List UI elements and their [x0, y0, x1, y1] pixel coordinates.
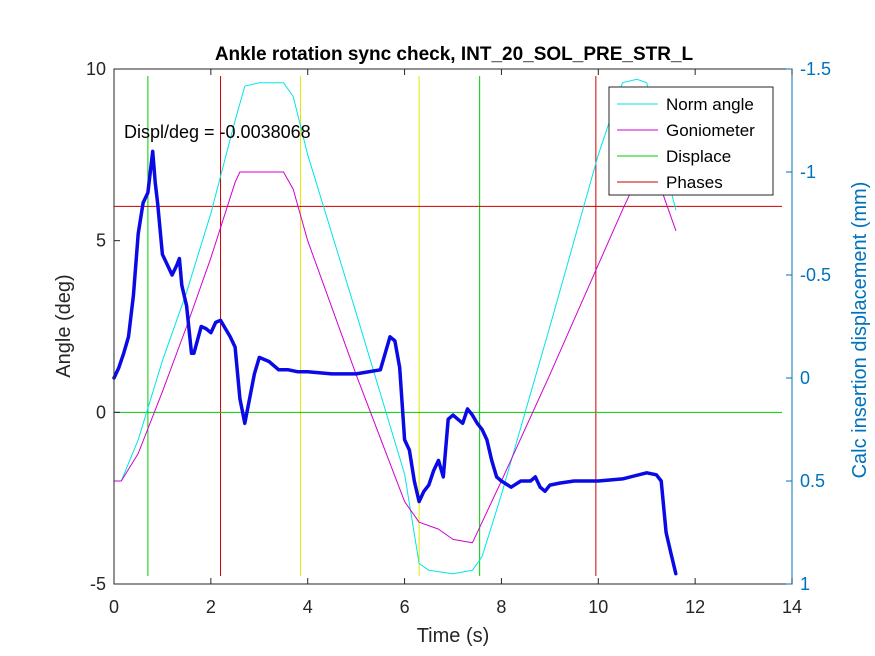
x-tick-label-6: 12 — [685, 597, 705, 617]
legend-box — [608, 86, 774, 196]
x-axis-label: Time (s) — [417, 625, 490, 647]
x-tick-label-0: 0 — [109, 597, 119, 617]
right-y-tick-label-2: -0.5 — [800, 265, 831, 285]
legend: Norm angle Goniometer Displace Phases — [608, 86, 774, 196]
y-axis-label: Angle (deg) — [53, 274, 75, 377]
legend-entry-2: Displace — [666, 147, 731, 166]
y-tick-label-3: 10 — [86, 59, 106, 79]
x-tick-label-5: 10 — [588, 597, 608, 617]
right-y-tick-label-5: 1 — [800, 574, 810, 594]
y-tick-label-1: 0 — [96, 402, 106, 422]
right-y-axis-ticks: -1.5 -1 -0.5 0 0.5 1 — [786, 59, 831, 594]
reference-horizontal-lines — [114, 205, 782, 413]
x-tick-label-1: 2 — [206, 597, 216, 617]
right-y-tick-label-4: 0.5 — [800, 471, 825, 491]
x-tick-label-4: 8 — [496, 597, 506, 617]
y-axis-ticks: -5 0 5 10 — [86, 59, 120, 594]
y-tick-label-0: -5 — [90, 574, 106, 594]
goniometer-line — [113, 157, 677, 544]
legend-entry-3: Phases — [666, 173, 723, 192]
x-tick-label-2: 4 — [303, 597, 313, 617]
x-tick-label-3: 6 — [400, 597, 410, 617]
displacement-per-degree-annotation: Displ/deg = -0.0038068 — [124, 122, 311, 142]
x-tick-label-7: 14 — [782, 597, 802, 617]
legend-entry-1: Goniometer — [666, 121, 755, 140]
right-y-tick-label-0: -1.5 — [800, 59, 831, 79]
legend-entry-0: Norm angle — [666, 95, 754, 114]
y-tick-label-2: 5 — [96, 231, 106, 251]
chart-title: Ankle rotation sync check, INT_20_SOL_PR… — [215, 44, 694, 65]
displacement-line — [112, 149, 678, 576]
right-y-tick-label-3: 0 — [800, 368, 810, 388]
x-axis-ticks: 0 2 4 6 8 10 12 14 — [109, 69, 802, 617]
phase-vertical-lines — [147, 76, 597, 576]
right-y-tick-label-1: -1 — [800, 162, 816, 182]
right-y-axis-label: Calc insertion displacement (mm) — [849, 182, 871, 479]
